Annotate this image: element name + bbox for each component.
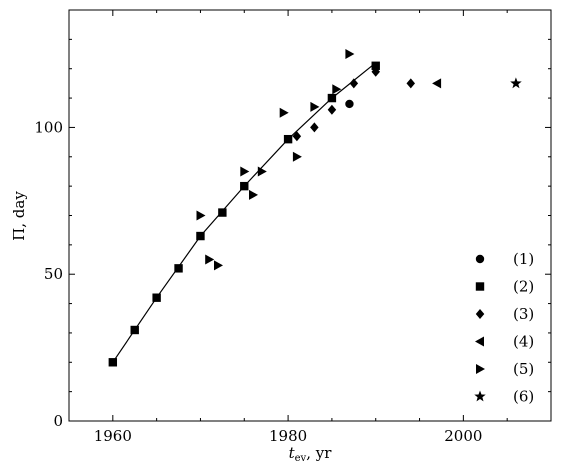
y-tick-label: 0: [53, 412, 63, 430]
legend-marker-star: [474, 390, 486, 402]
data-point-triangle-left: [432, 78, 442, 89]
x-tick-label: 1980: [269, 427, 307, 445]
x-tick-label: 1960: [94, 427, 132, 445]
data-point-diamond: [371, 66, 380, 77]
data-point-square: [196, 231, 205, 241]
data-point-square: [174, 264, 183, 273]
data-markers: [108, 49, 522, 367]
axis-ticks: 1960 1980 2000 0 50 100: [34, 9, 552, 445]
data-point-square: [130, 325, 139, 335]
legend-marker-square: [475, 282, 485, 291]
legend-label: (2): [513, 278, 534, 296]
legend-label: (1): [513, 250, 534, 268]
legend: (1) (2) (3) (4) (5) (6): [474, 250, 534, 406]
legend-label: (5): [513, 360, 534, 378]
data-point-triangle-right: [279, 107, 289, 118]
legend-label: (6): [513, 388, 534, 406]
data-point-square: [283, 134, 293, 144]
fit-line: [112, 62, 377, 363]
legend-marker-triangle-right: [476, 364, 485, 374]
x-axis-label: tev, yr: [289, 444, 333, 464]
data-point-triangle-right: [240, 166, 250, 177]
data-point-square: [240, 181, 249, 191]
data-point-triangle-right: [332, 84, 342, 95]
legend-marker-circle: [475, 254, 485, 264]
x-axis-label-main: t: [289, 444, 296, 462]
data-point-diamond: [349, 78, 359, 89]
data-point-square: [327, 93, 337, 103]
x-tick-label: 2000: [444, 427, 482, 445]
plot-frame: [68, 9, 552, 422]
legend-marker-diamond: [475, 309, 485, 319]
data-point-square: [371, 61, 380, 70]
y-tick-label: 100: [34, 118, 63, 136]
data-point-triangle-right: [310, 101, 320, 112]
legend-marker-triangle-left: [475, 336, 484, 347]
data-point-triangle-right: [249, 189, 258, 200]
data-point-triangle-right: [205, 254, 215, 265]
y-axis-label: Π, day: [10, 191, 28, 241]
data-point-diamond: [292, 131, 302, 142]
data-point-square: [218, 208, 227, 217]
legend-label: (4): [513, 333, 534, 351]
data-point-triangle-right: [292, 151, 302, 162]
data-point-square: [108, 358, 118, 367]
data-point-triangle-right: [214, 260, 223, 271]
x-axis-label-sub: ev: [295, 453, 307, 464]
data-point-diamond: [406, 78, 415, 89]
data-point-square: [152, 293, 161, 302]
data-point-diamond: [310, 122, 319, 133]
data-point-triangle-right: [345, 49, 355, 59]
data-point-triangle-right: [257, 166, 267, 177]
data-point-diamond: [327, 104, 337, 115]
data-point-triangle-right: [196, 210, 206, 221]
y-tick-label: 50: [44, 265, 63, 283]
data-point-circle: [345, 99, 354, 109]
data-point-star: [510, 77, 522, 89]
x-axis-label-unit: , yr: [306, 444, 332, 462]
legend-label: (3): [513, 305, 534, 323]
